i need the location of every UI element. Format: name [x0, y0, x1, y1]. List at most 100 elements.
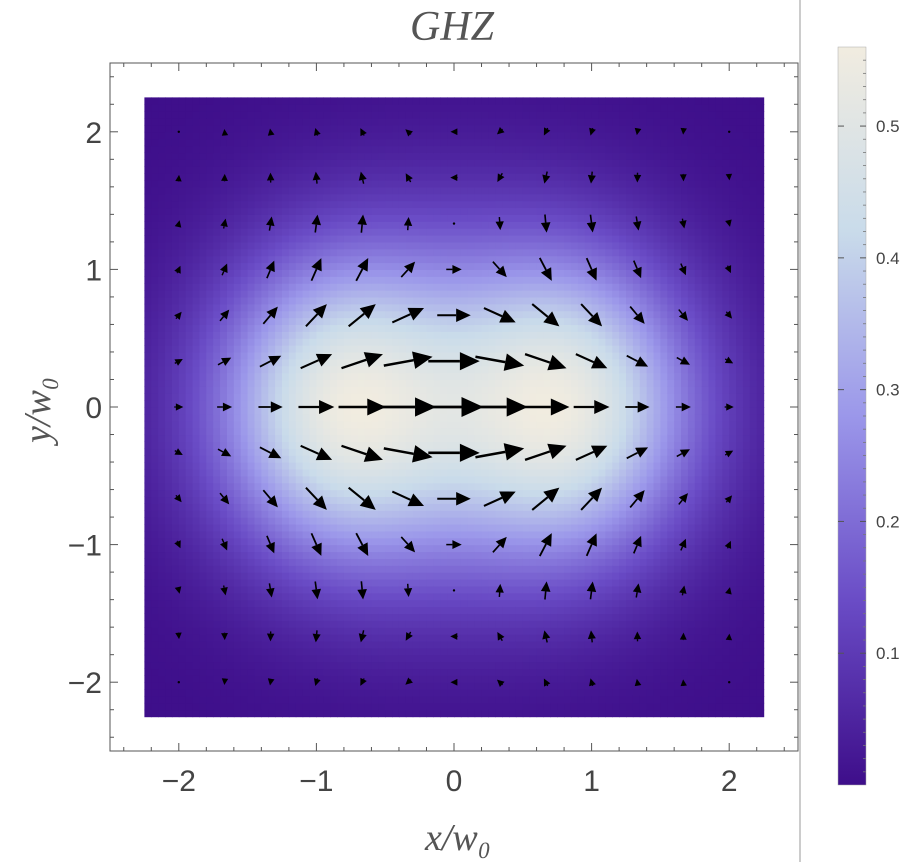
heatmap-cell — [350, 255, 359, 264]
heatmap-cell — [185, 565, 194, 573]
heatmap-cell — [275, 235, 283, 243]
heatmap-cell — [350, 200, 359, 209]
heatmap-cell — [392, 214, 400, 222]
heatmap-cell — [247, 496, 256, 504]
heatmap-cell — [165, 606, 173, 614]
heatmap-cell — [522, 503, 531, 511]
heatmap-cell — [385, 386, 393, 394]
heatmap-cell — [240, 427, 249, 436]
heatmap-cell — [405, 235, 414, 243]
heatmap-cell — [454, 427, 462, 436]
heatmap-cell — [275, 324, 283, 332]
heatmap-cell — [144, 689, 152, 697]
heatmap-cell — [261, 668, 269, 676]
heatmap-cell — [316, 654, 324, 663]
heatmap-cell — [337, 200, 345, 209]
heatmap-cell — [178, 372, 187, 381]
heatmap-cell — [474, 331, 483, 339]
heatmap-cell — [268, 613, 276, 621]
heatmap-cell — [151, 613, 159, 621]
heatmap-cell — [433, 468, 441, 477]
heatmap-cell — [481, 118, 489, 126]
heatmap-cell — [247, 400, 256, 408]
heatmap-cell — [316, 434, 324, 442]
heatmap-cell — [185, 420, 194, 429]
heatmap-cell — [295, 448, 304, 456]
heatmap-cell — [509, 475, 517, 484]
heatmap-cell — [275, 345, 283, 353]
heatmap-cell — [343, 455, 352, 463]
heatmap-cell — [509, 179, 517, 188]
heatmap-cell — [350, 510, 359, 518]
heatmap-cell — [385, 551, 393, 559]
heatmap-cell — [454, 627, 462, 635]
heatmap-cell — [178, 104, 187, 112]
heatmap-cell — [233, 228, 242, 236]
heatmap-cell — [454, 97, 462, 105]
heatmap-cell — [378, 173, 386, 181]
heatmap-cell — [509, 647, 517, 656]
heatmap-cell — [158, 179, 166, 188]
heatmap-cell — [302, 489, 311, 498]
heatmap-cell — [343, 228, 352, 236]
heatmap-cell — [275, 640, 283, 649]
heatmap-cell — [454, 124, 462, 133]
heatmap-cell — [398, 682, 407, 690]
heatmap-cell — [302, 290, 311, 298]
heatmap-cell — [343, 400, 352, 408]
heatmap-cell — [364, 413, 373, 422]
heatmap-cell — [502, 351, 510, 360]
heatmap-cell — [158, 351, 166, 360]
heatmap-cell — [350, 97, 359, 105]
heatmap-cell — [405, 283, 414, 291]
heatmap-cell — [371, 200, 379, 209]
heatmap-cell — [343, 482, 352, 491]
heatmap-cell — [302, 503, 311, 511]
heatmap-cell — [288, 269, 297, 277]
heatmap-cell — [509, 138, 517, 147]
heatmap-cell — [247, 537, 256, 546]
heatmap-cell — [337, 675, 345, 683]
heatmap-cell — [199, 345, 207, 353]
heatmap-cell — [158, 248, 166, 257]
heatmap-cell — [151, 482, 159, 491]
heatmap-cell — [364, 324, 373, 332]
heatmap-cell — [515, 276, 524, 284]
heatmap-cell — [357, 124, 366, 133]
heatmap-cell — [261, 228, 269, 236]
heatmap-cell — [165, 310, 173, 319]
heatmap-cell — [233, 489, 242, 498]
heatmap-cell — [240, 351, 249, 360]
heatmap-cell — [515, 221, 524, 229]
heatmap-cell — [192, 276, 201, 284]
heatmap-cell — [268, 111, 276, 119]
heatmap-cell — [447, 214, 455, 222]
heatmap-cell — [233, 565, 242, 573]
heatmap-cell — [467, 290, 476, 298]
heatmap-cell — [240, 207, 249, 215]
heatmap-cell — [488, 118, 496, 126]
heatmap-cell — [268, 255, 276, 264]
heatmap-cell — [309, 572, 317, 580]
heatmap-cell — [371, 331, 379, 339]
heatmap-cell — [323, 241, 331, 250]
heatmap-cell — [158, 145, 166, 154]
heatmap-cell — [385, 262, 393, 270]
heatmap-cell — [481, 290, 489, 298]
heatmap-cell — [171, 675, 180, 683]
heatmap-cell — [440, 179, 448, 188]
heatmap-cell — [192, 709, 201, 718]
heatmap-cell — [240, 579, 249, 587]
heatmap-cell — [213, 290, 221, 298]
heatmap-cell — [378, 269, 386, 277]
heatmap-cell — [178, 606, 187, 614]
heatmap-cell — [151, 620, 159, 628]
heatmap-cell — [495, 235, 503, 243]
heatmap-cell — [199, 537, 207, 546]
heatmap-cell — [385, 372, 393, 381]
heatmap-cell — [199, 310, 207, 319]
heatmap-cell — [151, 530, 159, 539]
heatmap-cell — [330, 675, 338, 683]
heatmap-cell — [144, 647, 152, 656]
heatmap-cell — [240, 599, 249, 608]
